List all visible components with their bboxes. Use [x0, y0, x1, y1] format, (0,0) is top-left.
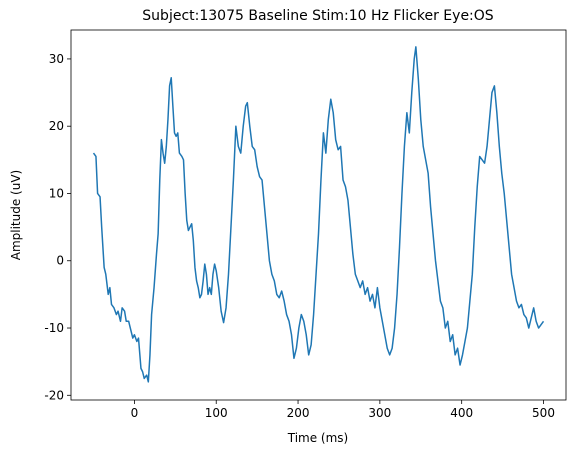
y-tick-label: -20 [44, 388, 64, 402]
x-tick-label: 300 [368, 406, 391, 420]
y-tick-label: 30 [49, 52, 64, 66]
y-axis-label: Amplitude (uV) [9, 170, 23, 261]
y-tick-label: 10 [49, 186, 64, 200]
y-tick-label: 0 [56, 254, 64, 268]
line [92, 46, 545, 383]
x-tick-label: 100 [205, 406, 228, 420]
y-tick-label: -10 [44, 321, 64, 335]
chart-title: Subject:13075 Baseline Stim:10 Hz Flicke… [142, 8, 493, 24]
x-tick-label: 0 [131, 406, 139, 420]
axes-frame [70, 29, 567, 401]
x-tick-label: 400 [450, 406, 473, 420]
x-tick-label: 500 [532, 406, 555, 420]
y-tick-label: 20 [49, 119, 64, 133]
x-tick-label: 200 [287, 406, 310, 420]
x-axis-label: Time (ms) [287, 431, 349, 445]
